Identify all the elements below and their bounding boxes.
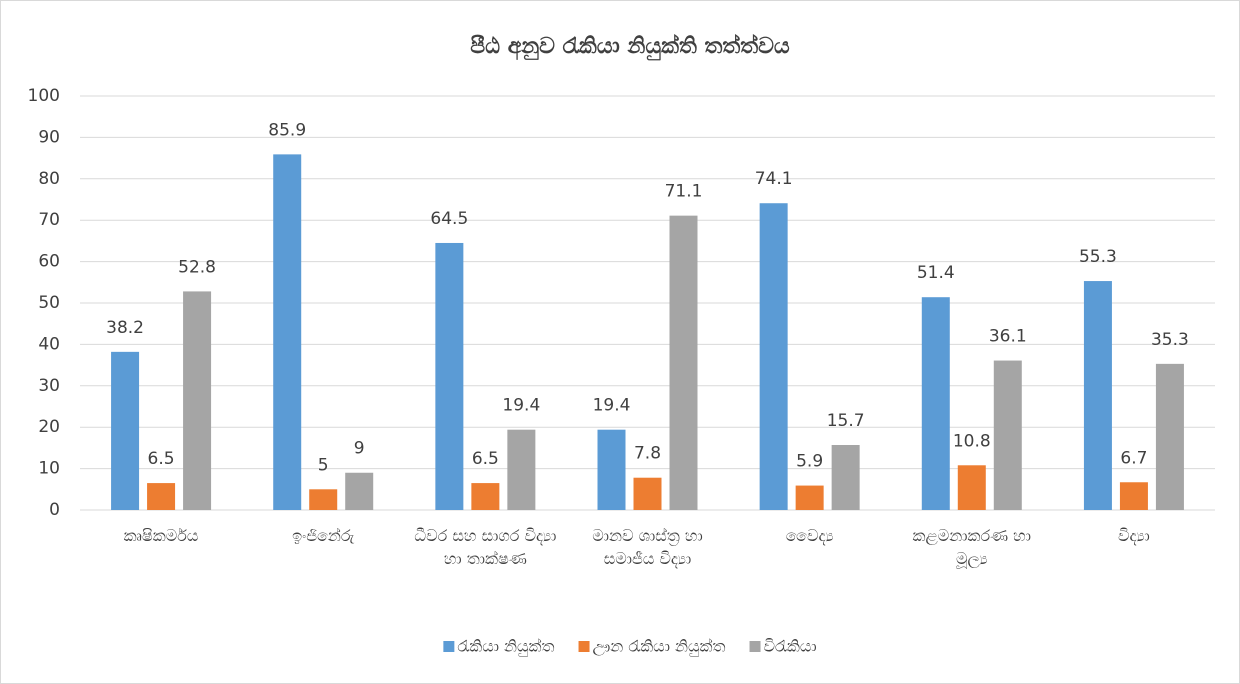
bar: [633, 477, 662, 510]
x-tick-label: කළමනාකරණ හා මූල්‍ය: [912, 526, 1032, 568]
legend: රැකියා නියුක්ත ඌන රැකියා නියුක්ත විරැකියා: [443, 637, 817, 657]
bar: [921, 297, 950, 510]
x-label-box: කෘෂිකර්මය: [123, 526, 199, 545]
data-label: 10.8: [953, 431, 991, 451]
y-tick-label: 20: [38, 417, 60, 437]
bar: [795, 485, 824, 510]
data-label: 71.1: [665, 182, 703, 202]
x-label-box: වෛද්‍ය: [785, 526, 834, 545]
chart-title: පීඨ අනුව රැකියා නියුක්ති තත්ත්වය: [470, 33, 790, 61]
x-label-box: මානව ශාස්ත්‍ර හා සමාජීය විද්‍යා: [592, 526, 703, 568]
bar: [957, 465, 986, 510]
bar: [183, 291, 212, 510]
bar: [1083, 281, 1112, 510]
bar: [1119, 482, 1148, 510]
y-tick-label: 30: [38, 376, 60, 396]
y-tick-label: 10: [38, 459, 60, 479]
bar: [111, 351, 140, 510]
bar: [345, 472, 374, 510]
legend-label: ඌන රැකියා නියුක්ත: [593, 637, 726, 657]
data-label: 74.1: [755, 169, 793, 189]
legend-swatch: [578, 641, 590, 652]
data-label: 6.7: [1120, 448, 1147, 468]
data-label: 35.3: [1151, 330, 1189, 350]
legend-swatch: [749, 641, 761, 652]
y-tick-label: 0: [49, 500, 60, 520]
data-label: 38.2: [106, 318, 144, 338]
x-label-box: ඉංජිනේරු: [292, 526, 355, 545]
data-label: 6.5: [148, 449, 175, 469]
data-label: 51.4: [917, 263, 955, 283]
data-label: 19.4: [502, 396, 540, 416]
y-tick-label: 90: [38, 127, 60, 147]
bar: [597, 429, 626, 510]
y-tick-label: 40: [38, 334, 60, 354]
data-label: 85.9: [268, 120, 306, 140]
x-tick-label: කෘෂිකර්මය: [123, 526, 199, 545]
bar: [309, 489, 338, 510]
data-label: 36.1: [989, 327, 1027, 347]
data-label: 7.8: [634, 444, 661, 464]
legend-swatch: [443, 641, 455, 652]
y-tick-label: 50: [38, 293, 60, 313]
x-tick-label: මානව ශාස්ත්‍ර හා සමාජීය විද්‍යා: [592, 526, 703, 568]
data-label: 52.8: [178, 257, 216, 277]
data-label: 6.5: [472, 449, 499, 469]
data-label: 9: [354, 439, 365, 459]
bar: [831, 445, 860, 510]
data-label: 64.5: [430, 209, 468, 229]
data-label: 55.3: [1079, 247, 1117, 267]
bar: [435, 242, 464, 510]
data-label: 19.4: [593, 396, 631, 416]
x-label-box: විද්‍යා: [1118, 526, 1150, 545]
bar: [759, 203, 788, 510]
y-tick-label: 70: [38, 210, 60, 230]
bar: [1155, 363, 1184, 510]
x-tick-label: ඉංජිනේරු: [292, 526, 355, 545]
x-label-box: කළමනාකරණ හා මූල්‍ය: [912, 526, 1032, 568]
x-tick-label: වෛද්‍ය: [785, 526, 834, 545]
y-tick-label: 100: [28, 86, 60, 106]
x-tick-label: ධීවර සහ සාගර විද්‍යා හා තාක්ෂණ: [414, 526, 557, 568]
bar: [669, 215, 698, 510]
legend-label: විරැකියා: [764, 637, 817, 656]
bar: [471, 483, 500, 510]
y-tick-label: 80: [38, 169, 60, 189]
bar: [147, 483, 176, 510]
x-label-box: ධීවර සහ සාගර විද්‍යා හා තාක්ෂණ: [414, 526, 557, 568]
legend-label: රැකියා නියුක්ත: [457, 637, 554, 657]
bar: [507, 429, 536, 510]
bar: [993, 360, 1022, 510]
data-label: 5: [318, 455, 329, 475]
y-tick-label: 60: [38, 252, 60, 272]
data-label: 15.7: [827, 411, 865, 431]
data-label: 5.9: [796, 452, 823, 472]
bar: [273, 154, 302, 510]
x-tick-label: විද්‍යා: [1118, 526, 1150, 545]
